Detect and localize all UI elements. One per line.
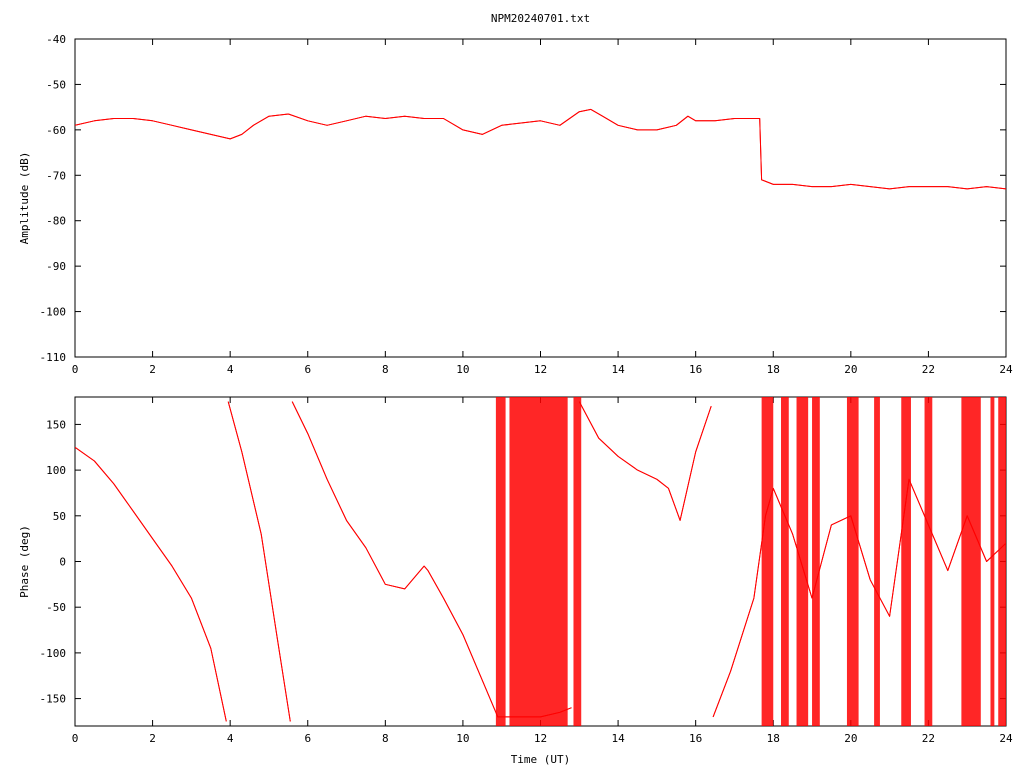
- x-tick-label: 4: [227, 732, 234, 745]
- phase-wrap-band: [901, 397, 911, 726]
- y-tick-label: 150: [46, 418, 66, 431]
- x-tick-label: 14: [611, 732, 625, 745]
- y-tick-label: -40: [46, 33, 66, 46]
- x-tick-label: 12: [534, 363, 547, 376]
- phase-wrap-band: [796, 397, 809, 726]
- x-tick-label: 0: [72, 732, 79, 745]
- y-tick-label: 0: [59, 556, 66, 569]
- y-tick-label: -110: [40, 351, 67, 364]
- series-line: [75, 108, 1006, 190]
- phase-wrap-band: [812, 397, 820, 726]
- x-tick-label: 18: [767, 732, 780, 745]
- phase-wrap-band: [961, 397, 981, 726]
- series-line-core: [75, 108, 1006, 190]
- y-tick-label: -60: [46, 124, 66, 137]
- x-tick-label: 12: [534, 732, 547, 745]
- y-tick-label: -150: [40, 693, 67, 706]
- x-tick-label: 14: [611, 363, 625, 376]
- phase-panel: 0 2 4 6 8 10 12 14 16 18 20 22 24150100500-50-100-15…: [18, 396, 1013, 766]
- series-line-core: [75, 401, 1006, 722]
- phase-wrap-band: [874, 397, 880, 726]
- phase-wrap-band: [998, 397, 1006, 726]
- x-tick-label: 2: [149, 732, 156, 745]
- data-layer: [75, 108, 1006, 190]
- phase-wrap-band: [509, 397, 568, 726]
- y-tick-label: -90: [46, 260, 66, 273]
- x-tick-label: 16: [689, 363, 702, 376]
- phase-wrap-band: [924, 397, 933, 726]
- x-tick-label: 8: [382, 732, 389, 745]
- x-tick-label: 22: [922, 732, 935, 745]
- x-tick-label: 8: [382, 363, 389, 376]
- y-tick-label: -100: [40, 306, 67, 319]
- amplitude-panel: 0 2 4 6 8 10 12 14 16 18 20 22 24-40-50-60-70-80-90-…: [18, 12, 1013, 376]
- x-tick-label: 0: [72, 363, 79, 376]
- x-tick-label: 24: [999, 732, 1013, 745]
- x-axis-label: Time (UT): [511, 753, 571, 766]
- x-tick-label: 2: [149, 363, 156, 376]
- x-tick-label: 6: [304, 363, 311, 376]
- x-tick-label: 16: [689, 732, 702, 745]
- x-tick-label: 10: [456, 363, 469, 376]
- chart-title: NPM20240701.txt: [491, 12, 590, 25]
- y-axis-label: Phase (deg): [18, 525, 31, 598]
- x-tick-label: 22: [922, 363, 935, 376]
- phase-wrap-band: [846, 397, 859, 726]
- phase-wrap-band: [573, 397, 582, 726]
- x-tick-label: 24: [999, 363, 1013, 376]
- x-tick-label: 20: [844, 363, 857, 376]
- x-tick-label: 20: [844, 732, 857, 745]
- y-tick-label: -50: [46, 601, 66, 614]
- x-tick-label: 10: [456, 732, 469, 745]
- phase-wrap-band: [495, 397, 506, 726]
- x-tick-label: 6: [304, 732, 311, 745]
- phase-wrap-band: [781, 397, 789, 726]
- plot-frame: [74, 38, 1007, 358]
- y-tick-label: 100: [46, 464, 66, 477]
- phase-wrap-band: [990, 397, 995, 726]
- y-tick-label: -50: [46, 78, 66, 91]
- y-axis-label: Amplitude (dB): [18, 152, 31, 245]
- y-tick-label: -80: [46, 215, 66, 228]
- y-tick-label: -70: [46, 169, 66, 182]
- y-tick-label: -100: [40, 647, 67, 660]
- phase-wrap-band: [761, 397, 774, 726]
- x-tick-label: 18: [767, 363, 780, 376]
- y-tick-label: 50: [53, 510, 66, 523]
- x-tick-label: 4: [227, 363, 234, 376]
- data-layer: [75, 397, 1006, 726]
